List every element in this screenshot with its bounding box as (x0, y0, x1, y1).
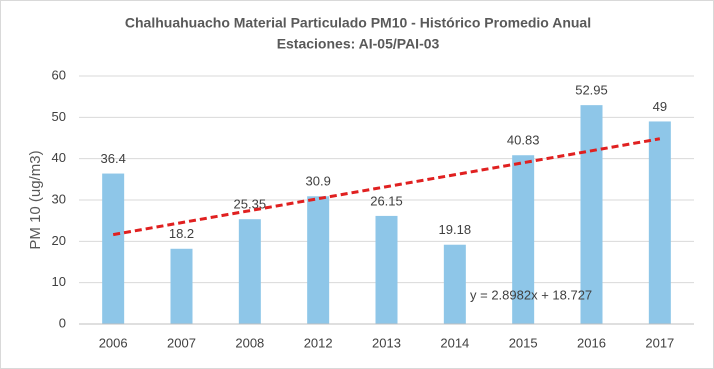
chart-title: Chalhuahuacho Material Particulado PM10 … (125, 15, 591, 31)
y-tick-label: 0 (59, 315, 66, 330)
x-tick-label: 2007 (167, 335, 196, 350)
data-label: 18.2 (169, 226, 194, 241)
data-label: 36.4 (101, 151, 126, 166)
data-label: 52.95 (575, 83, 608, 98)
bar (170, 248, 193, 324)
y-tick-label: 40 (52, 150, 66, 165)
y-tick-label: 10 (52, 274, 66, 289)
y-axis-title: PM 10 (ug/m3) (27, 150, 44, 249)
x-tick-label: 2017 (645, 335, 674, 350)
data-label: 19.18 (439, 222, 472, 237)
data-label: 40.83 (507, 133, 540, 148)
bar (238, 219, 261, 324)
x-tick-label: 2014 (440, 335, 469, 350)
bar (307, 196, 330, 324)
bar (648, 121, 671, 324)
x-tick-label: 2012 (304, 335, 333, 350)
bar (443, 244, 466, 324)
data-label: 26.15 (370, 193, 403, 208)
trendline-equation: y = 2.8982x + 18.727 (470, 287, 592, 302)
bar (512, 155, 535, 324)
y-tick-label: 50 (52, 109, 66, 124)
y-tick-label: 60 (52, 67, 66, 82)
y-tick-label: 20 (52, 233, 66, 248)
data-label: 30.9 (306, 174, 331, 189)
x-tick-label: 2016 (577, 335, 606, 350)
trendline (112, 137, 661, 237)
y-tick-label: 30 (52, 191, 66, 206)
bar (580, 105, 603, 324)
chart-subtitle: Estaciones: AI-05/PAI-03 (277, 36, 440, 52)
x-tick-label: 2015 (509, 335, 538, 350)
x-tick-label: 2008 (235, 335, 264, 350)
bar (375, 215, 398, 324)
bar (102, 173, 125, 324)
x-tick-label: 2006 (99, 335, 128, 350)
data-label: 49 (653, 99, 667, 114)
x-tick-label: 2013 (372, 335, 401, 350)
